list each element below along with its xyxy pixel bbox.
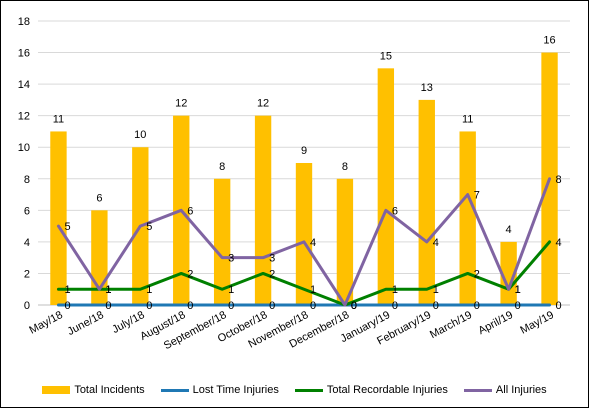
line-data-label: 0 <box>515 300 521 312</box>
bar <box>295 163 313 305</box>
line-data-label: 1 <box>310 284 316 296</box>
y-tick-label: 2 <box>24 268 30 280</box>
line-data-label: 7 <box>474 190 480 202</box>
legend-item: All Injuries <box>463 384 547 396</box>
legend-label: Total Incidents <box>74 384 145 396</box>
bar-data-label: 11 <box>462 113 473 125</box>
line-data-label: 2 <box>187 268 193 280</box>
legend-item: Total Recordable Injuries <box>294 384 448 396</box>
line-data-label: 0 <box>351 300 357 312</box>
line-data-label: 6 <box>392 205 398 217</box>
line-data-label: 3 <box>228 253 234 265</box>
line-data-label: 2 <box>474 268 480 280</box>
line-data-label: 3 <box>269 253 275 265</box>
bar-data-label: 9 <box>301 145 307 157</box>
y-tick-label: 14 <box>18 79 30 91</box>
line-data-label: 0 <box>146 300 152 312</box>
bar-data-label: 15 <box>380 50 392 62</box>
y-tick-label: 0 <box>24 300 30 312</box>
line-data-label: 6 <box>187 205 193 217</box>
bar <box>459 131 476 305</box>
y-tick-label: 10 <box>18 142 30 154</box>
line-data-label: 2 <box>269 268 275 280</box>
line-data-label: 0 <box>474 300 480 312</box>
line-data-label: 0 <box>310 300 316 312</box>
line-data-label: 5 <box>64 221 70 233</box>
line-data-label: 1 <box>146 284 152 296</box>
bar <box>418 99 435 305</box>
line-data-label: 4 <box>433 237 439 249</box>
legend-label: Lost Time Injuries <box>192 384 279 396</box>
bar-data-label: 6 <box>96 192 102 204</box>
legend-swatch <box>42 386 71 394</box>
bar-data-label: 10 <box>134 129 146 141</box>
line-data-label: 1 <box>228 284 234 296</box>
line-data-label: 0 <box>269 300 275 312</box>
line-data-label: 8 <box>556 174 562 186</box>
line-data-label: 0 <box>105 300 111 312</box>
legend-swatch <box>294 388 323 392</box>
bar-data-label: 16 <box>543 35 555 47</box>
bar <box>50 131 67 305</box>
chart-legend: Total Incidents Lost Time Injuries Total R… <box>0 380 589 400</box>
y-tick-label: 8 <box>24 174 30 186</box>
line-data-label: 1 <box>105 284 111 296</box>
line-data-label: 0 <box>556 300 562 312</box>
line-data-label: 0 <box>187 300 193 312</box>
bar <box>377 68 395 305</box>
bar-data-label: 13 <box>421 82 433 94</box>
line-data-label: 1 <box>515 284 521 296</box>
line-data-label: 1 <box>433 284 439 296</box>
line-data-label: 0 <box>392 300 398 312</box>
line-data-label: 1 <box>515 284 521 296</box>
x-tick-label: May/19 <box>518 309 555 337</box>
line-data-label: 1 <box>64 284 70 296</box>
bar-data-label: 8 <box>219 161 225 173</box>
line-data-label: 1 <box>392 284 398 296</box>
line-data-label: 0 <box>433 300 439 312</box>
bar-data-label: 12 <box>175 98 187 110</box>
y-tick-label: 6 <box>24 205 30 217</box>
line-data-label: 5 <box>146 221 152 233</box>
x-tick-label: April/19 <box>476 309 515 337</box>
line-data-label: 0 <box>351 300 357 312</box>
bar-data-label: 12 <box>257 98 269 110</box>
legend-label: Total Recordable Injuries <box>326 384 448 396</box>
legend-item: Lost Time Injuries <box>160 384 279 396</box>
legend-label: All Injuries <box>495 384 547 396</box>
bar-data-label: 11 <box>53 113 64 125</box>
y-tick-label: 4 <box>24 237 30 249</box>
x-tick-label: March/19 <box>428 309 474 341</box>
y-tick-label: 16 <box>18 48 30 60</box>
y-tick-label: 18 <box>18 16 30 28</box>
y-tick-label: 12 <box>18 111 30 123</box>
line-data-label: 0 <box>64 300 70 312</box>
legend-swatch <box>463 388 492 392</box>
legend-item: Total Incidents <box>42 384 145 396</box>
bar-data-label: 4 <box>506 224 512 236</box>
x-tick-label: May/18 <box>27 309 64 337</box>
line-data-label: 0 <box>228 300 234 312</box>
series-line <box>56 177 552 307</box>
line-data-label: 4 <box>556 237 562 249</box>
bar <box>213 178 231 305</box>
series-line <box>56 240 552 307</box>
line-data-label: 0 <box>351 300 357 312</box>
bar <box>336 178 354 305</box>
line-data-label: 4 <box>310 237 316 249</box>
bar-data-label: 8 <box>342 161 348 173</box>
line-data-label: 1 <box>105 284 111 296</box>
legend-swatch <box>160 388 189 392</box>
x-tick-label: June/18 <box>66 309 106 338</box>
